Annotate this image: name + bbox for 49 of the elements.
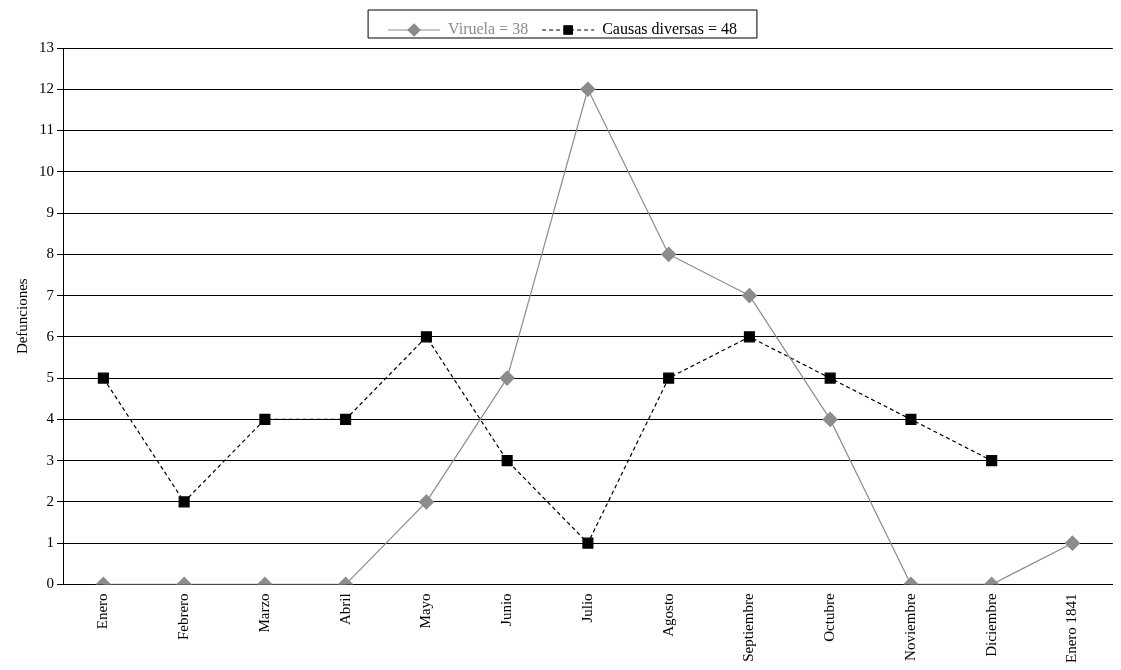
point [420,331,432,343]
x-tick-label: Marzo [255,593,272,633]
x-tick-label: Junio [498,593,515,626]
y-tick-label: 13 [39,38,54,55]
legend-label: Viruela = 38 [448,20,529,38]
y-tick-label: 12 [39,80,54,97]
point [986,455,998,467]
y-tick-label: 3 [46,451,54,468]
y-tick-label: 4 [46,410,55,427]
point [499,370,515,386]
y-tick-label: 6 [46,327,55,344]
x-tick-label: Septiembre [740,593,757,662]
point [580,81,596,97]
x-tick-label: Enero 1841 [1063,593,1080,664]
y-tick-label: 7 [46,286,55,303]
y-tick-label: 5 [46,369,54,386]
point [741,287,758,304]
y-tick-label: 11 [39,121,54,138]
x-tick-label: Abril [336,593,353,626]
point [259,413,271,425]
point [178,496,190,508]
point [824,372,836,384]
point [582,537,594,549]
y-tick-label: 1 [46,534,54,551]
point [418,494,434,510]
point [661,246,677,262]
x-tick-label: Agosto [659,593,676,637]
x-tick-label: Febrero [175,593,192,641]
point [340,413,352,425]
x-tick-label: Julio [578,593,595,623]
point [501,455,513,467]
point [905,413,917,425]
point [97,372,109,384]
y-tick-label: 2 [46,492,54,509]
x-tick-label: Noviembre [901,593,918,661]
point [822,411,838,427]
x-tick-label: Diciembre [982,593,999,657]
point [1064,535,1081,551]
point [743,331,755,343]
y-tick-label: 9 [46,203,54,220]
x-tick-label: Octubre [821,593,838,642]
y-tick-label: 0 [46,575,54,592]
x-tick-label: Enero [94,593,111,630]
y-tick-label: 10 [39,162,54,179]
point [663,372,675,384]
y-axis-title: Defunciones [13,278,30,355]
legend-label: Causas diversas = 48 [602,20,737,38]
x-tick-label: Mayo [417,593,434,629]
y-tick-label: 8 [46,245,54,262]
